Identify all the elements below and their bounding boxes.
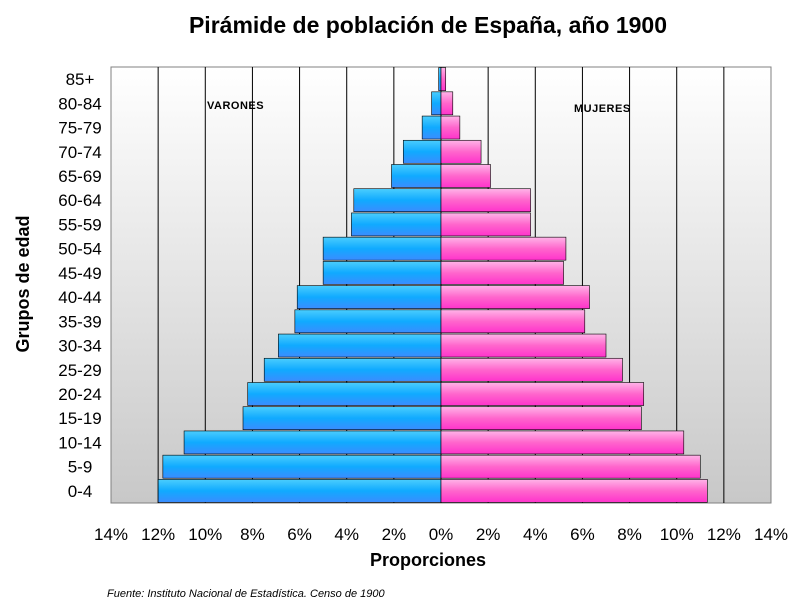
- bar-male-30-34: [278, 333, 442, 358]
- bar-female-35-39: [440, 309, 586, 334]
- bar-female-0-4: [440, 479, 708, 503]
- age-group-label: 70-74: [58, 143, 101, 162]
- age-group-label: 40-44: [58, 288, 101, 307]
- bar-female-85+: [440, 67, 447, 91]
- age-group-label: 15-19: [58, 409, 101, 428]
- age-group-label: 0-4: [68, 482, 93, 501]
- x-tick-label: 14%: [94, 525, 128, 544]
- bar-male-40-44: [296, 285, 442, 309]
- bar-female-25-29: [440, 357, 623, 382]
- bar-male-60-64: [353, 188, 442, 213]
- x-tick-label: 10%: [188, 525, 222, 544]
- age-group-label: 20-24: [58, 385, 101, 404]
- age-group-label: 30-34: [58, 337, 101, 356]
- bar-female-45-49: [440, 261, 564, 285]
- age-group-label: 80-84: [58, 94, 101, 113]
- age-group-label: 85+: [66, 70, 95, 89]
- bar-male-80-84: [431, 91, 442, 116]
- x-tick-label: 0%: [429, 525, 454, 544]
- x-tick-label: 2%: [476, 525, 501, 544]
- bar-male-55-59: [351, 212, 442, 237]
- bar-female-10-14: [440, 430, 685, 455]
- bar-male-45-49: [322, 261, 442, 285]
- bar-female-70-74: [440, 139, 482, 164]
- bar-male-75-79: [421, 115, 442, 140]
- age-group-label: 5-9: [68, 458, 93, 477]
- x-tick-label: 4%: [523, 525, 548, 544]
- x-tick-label: 4%: [334, 525, 359, 544]
- annotation-mujeres: MUJERES: [574, 103, 631, 115]
- age-group-label: 25-29: [58, 361, 101, 380]
- bar-female-30-34: [440, 333, 607, 358]
- bar-male-10-14: [183, 430, 442, 455]
- bar-male-20-24: [247, 382, 442, 406]
- y-axis-title: Grupos de edad: [13, 215, 33, 352]
- bar-male-70-74: [402, 139, 442, 164]
- x-axis-title: Proporciones: [370, 550, 486, 570]
- x-tick-label: 6%: [570, 525, 595, 544]
- x-axis-tick-labels: 14% 12% 10% 8% 6% 4% 2% 0% 2% 4% 6% 8% 10% 12% 14%: [94, 525, 788, 544]
- chart-title: Pirámide de población de España, año 190…: [189, 12, 667, 38]
- age-group-label: 65-69: [58, 167, 101, 186]
- x-tick-label: 14%: [754, 525, 788, 544]
- bar-female-5-9: [440, 454, 701, 479]
- age-group-label: 10-14: [58, 433, 101, 452]
- bar-female-75-79: [440, 115, 461, 140]
- age-group-label: 35-39: [58, 312, 101, 331]
- age-group-label: 75-79: [58, 119, 101, 138]
- age-group-label: 60-64: [58, 191, 101, 210]
- x-tick-label: 12%: [707, 525, 741, 544]
- bar-female-50-54: [440, 236, 567, 261]
- source-note: Fuente: Instituto Nacional de Estadístic…: [107, 588, 385, 600]
- bar-male-85+: [438, 67, 442, 91]
- bar-male-5-9: [162, 454, 442, 479]
- bar-male-50-54: [322, 236, 442, 261]
- bar-female-80-84: [440, 91, 454, 116]
- x-tick-label: 8%: [240, 525, 265, 544]
- x-tick-label: 6%: [287, 525, 312, 544]
- x-tick-label: 8%: [617, 525, 642, 544]
- bar-male-65-69: [391, 164, 442, 188]
- bar-male-0-4: [157, 479, 442, 503]
- x-tick-label: 12%: [141, 525, 175, 544]
- bar-female-55-59: [440, 212, 531, 237]
- bar-male-25-29: [263, 357, 442, 382]
- bar-male-15-19: [242, 406, 442, 431]
- annotation-varones: VARONES: [207, 100, 264, 112]
- bar-female-40-44: [440, 285, 590, 309]
- x-tick-label: 10%: [660, 525, 694, 544]
- age-group-label: 50-54: [58, 240, 101, 259]
- gridlines: [157, 67, 725, 503]
- bar-male-35-39: [294, 309, 442, 334]
- bar-female-65-69: [440, 164, 491, 188]
- bar-female-20-24: [440, 382, 645, 406]
- x-tick-label: 2%: [382, 525, 407, 544]
- age-group-label: 45-49: [58, 264, 101, 283]
- age-group-labels: 0-4 5-9 10-14 15-19 20-24 25-29 30-34 35-39 40-4…: [58, 70, 101, 501]
- female-bars: [440, 67, 708, 503]
- bar-female-15-19: [440, 406, 642, 431]
- age-group-label: 55-59: [58, 215, 101, 234]
- bar-female-60-64: [440, 188, 531, 213]
- male-bars: [157, 67, 442, 503]
